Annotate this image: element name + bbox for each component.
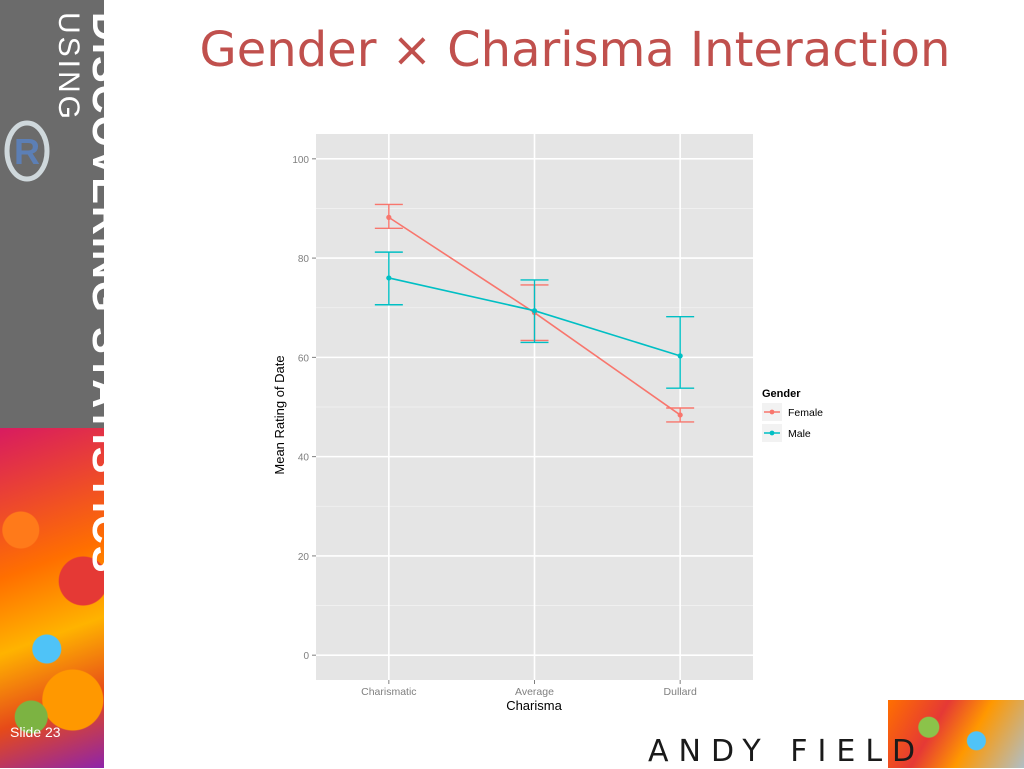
legend-items: Female Male (762, 403, 823, 442)
x-tick-label: Dullard (664, 686, 697, 698)
legend-label: Female (788, 407, 823, 419)
y-tick-label: 100 (292, 155, 309, 166)
author-logo: ANDY FIELD (648, 734, 926, 769)
legend-key-point (769, 430, 775, 436)
r-logo-icon: R (4, 120, 50, 182)
series-male (374, 251, 695, 389)
data-point (531, 308, 538, 314)
y-tick-label: 0 (303, 651, 309, 662)
data-series (374, 203, 695, 423)
legend-label: Male (788, 428, 811, 440)
y-axis-ticks: 0 20 40 60 80 100 (292, 155, 316, 662)
sidebar-artwork (0, 428, 104, 768)
x-tick-label: Average (515, 686, 554, 698)
grid-lines (316, 134, 753, 680)
data-point (386, 214, 392, 220)
legend-key-point (769, 409, 775, 415)
y-tick-label: 60 (298, 353, 310, 364)
y-tick-label: 40 (298, 453, 310, 464)
y-axis-title: Mean Rating of Date (272, 355, 287, 474)
y-tick-label: 80 (298, 254, 310, 265)
legend: Gender Female Male (762, 388, 823, 442)
legend-item-male: Male (762, 424, 811, 442)
x-axis-title: Charisma (506, 698, 562, 713)
slide-number: Slide 23 (10, 724, 61, 740)
branding-sidebar: DISCOVERING STATISTICS USING R Slide 23 (0, 0, 104, 768)
x-tick-label: Charismatic (361, 686, 416, 698)
data-point (677, 353, 683, 359)
y-tick-label: 20 (298, 552, 310, 563)
data-point (677, 412, 683, 418)
legend-title: Gender (762, 388, 801, 400)
legend-item-female: Female (762, 403, 823, 421)
sidebar-grey-panel (0, 0, 104, 428)
data-point (386, 275, 392, 281)
footer-artwork (888, 700, 1024, 768)
r-logo-letter: R (14, 131, 40, 172)
x-axis-ticks: Charismatic Average Dullard (361, 680, 697, 698)
slide-title: Gender × Charisma Interaction (199, 22, 951, 78)
